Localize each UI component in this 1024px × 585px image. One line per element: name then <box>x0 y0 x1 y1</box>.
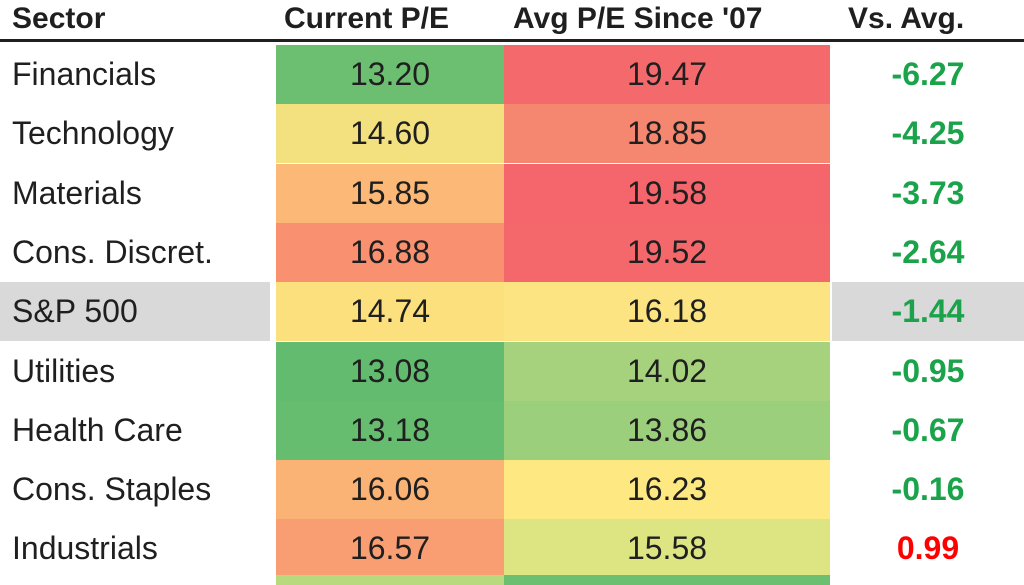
header-avg-pe: Avg P/E Since '07 <box>513 2 763 35</box>
table-row: S&P 500 14.74 16.18 -1.44 <box>0 282 1024 342</box>
current-pe-cell: 15.85 <box>276 163 504 223</box>
table-row: Cons. Discret. 16.88 19.52 -2.64 <box>0 222 1024 282</box>
table-row: Health Care 13.18 13.86 -0.67 <box>0 400 1024 460</box>
header-vs-avg: Vs. Avg. <box>848 2 965 35</box>
sector-cell: S&P 500 <box>0 282 270 342</box>
vs-avg-cell: -6.27 <box>891 56 965 92</box>
vs-avg-cell: -0.95 <box>891 352 965 389</box>
avg-pe-cell: 13.86 <box>504 400 830 460</box>
vs-avg-cell: -4.25 <box>891 115 965 152</box>
current-pe-cell: 14.60 <box>276 104 504 164</box>
current-pe-cell: 14.74 <box>276 282 504 342</box>
sector-cell: Utilities <box>12 352 116 389</box>
current-pe-cell: 13.08 <box>276 341 504 401</box>
header-sector: Sector <box>12 2 106 35</box>
avg-pe-cell: 14.02 <box>504 341 830 401</box>
avg-pe-cell: 16.23 <box>504 460 830 520</box>
partial-row-avg-cell <box>504 575 830 585</box>
sector-cell: Cons. Staples <box>12 471 212 508</box>
header-current-pe: Current P/E <box>284 2 450 35</box>
sector-cell: Technology <box>12 115 174 152</box>
table-row: Financials 13.20 19.47 -6.27 <box>0 45 1024 104</box>
current-pe-cell: 16.88 <box>276 222 504 282</box>
table-row: Industrials 16.57 15.58 0.99 <box>0 519 1024 579</box>
table-row: Technology 14.60 18.85 -4.25 <box>0 104 1024 164</box>
avg-pe-cell: 19.58 <box>504 163 830 223</box>
current-pe-cell: 13.20 <box>276 45 504 104</box>
current-pe-cell: 16.06 <box>276 460 504 520</box>
table-row: Materials 15.85 19.58 -3.73 <box>0 163 1024 223</box>
avg-pe-cell: 15.58 <box>504 519 830 579</box>
table-header: Sector Current P/E Avg P/E Since '07 Vs.… <box>0 0 1024 42</box>
table-row: Cons. Staples 16.06 16.23 -0.16 <box>0 460 1024 520</box>
sector-cell: Cons. Discret. <box>12 233 213 270</box>
sector-cell: Materials <box>12 174 142 211</box>
current-pe-cell: 16.57 <box>276 519 504 579</box>
avg-pe-cell: 18.85 <box>504 104 830 164</box>
vs-avg-cell: -0.67 <box>891 411 965 448</box>
sector-cell: Financials <box>12 56 157 92</box>
vs-avg-cell: 0.99 <box>896 530 960 567</box>
partial-row-current-cell <box>276 575 504 585</box>
table-row: Utilities 13.08 14.02 -0.95 <box>0 341 1024 401</box>
vs-avg-cell: -2.64 <box>891 233 965 270</box>
avg-pe-cell: 19.52 <box>504 222 830 282</box>
sector-cell: Health Care <box>12 411 183 448</box>
avg-pe-cell: 16.18 <box>504 282 830 342</box>
vs-avg-cell: -0.16 <box>891 471 965 508</box>
avg-pe-cell: 19.47 <box>504 45 830 104</box>
sector-cell: Industrials <box>12 530 158 567</box>
vs-avg-cell: -1.44 <box>832 282 1024 342</box>
current-pe-cell: 13.18 <box>276 400 504 460</box>
vs-avg-cell: -3.73 <box>891 174 965 211</box>
